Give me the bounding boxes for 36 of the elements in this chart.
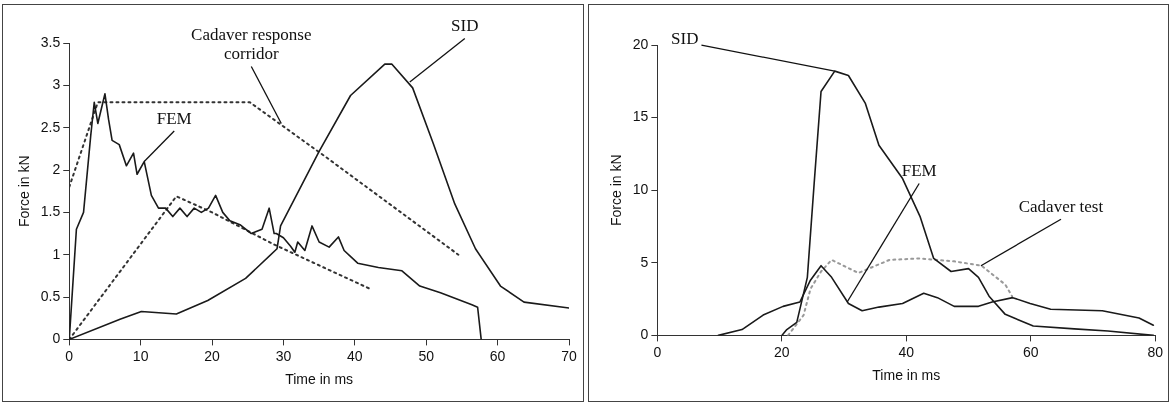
x-tick-label: 30 bbox=[275, 347, 292, 364]
x-tick-label: 20 bbox=[204, 347, 221, 364]
y-tick-label: 20 bbox=[632, 35, 649, 52]
x-tick-label: 60 bbox=[489, 347, 506, 364]
y-tick-label: 1.5 bbox=[40, 203, 61, 220]
y-tick-label: 10 bbox=[632, 181, 649, 198]
x-tick-label: 60 bbox=[1022, 343, 1039, 360]
annotation: Cadaver response corridor bbox=[191, 25, 312, 64]
y-tick-label: 2 bbox=[52, 160, 61, 177]
y-tick-label: 5 bbox=[640, 253, 649, 270]
y-tick-label: 3.5 bbox=[40, 33, 61, 50]
y-axis-title: Force in kN bbox=[608, 154, 625, 226]
x-tick-label: 10 bbox=[132, 347, 149, 364]
x-axis-title: Time in ms bbox=[872, 367, 941, 384]
x-tick-label: 80 bbox=[1147, 343, 1164, 360]
annotation: FEM bbox=[901, 161, 937, 181]
x-tick-label: 70 bbox=[561, 347, 577, 364]
y-axis-title: Force in kN bbox=[16, 155, 33, 227]
annotation: FEM bbox=[156, 109, 192, 129]
x-tick-label: 0 bbox=[65, 347, 74, 364]
annotation: SID bbox=[451, 16, 479, 36]
y-tick-label: 0 bbox=[640, 326, 649, 343]
x-tick-label: 40 bbox=[347, 347, 363, 364]
y-tick-label: 3 bbox=[52, 76, 61, 93]
y-tick-label: 2.5 bbox=[40, 118, 61, 135]
x-tick-label: 50 bbox=[418, 347, 435, 364]
y-tick-label: 0 bbox=[52, 330, 61, 347]
annotation: Cadaver test bbox=[1018, 197, 1104, 217]
x-tick-label: 20 bbox=[774, 343, 790, 360]
x-tick-label: 40 bbox=[898, 343, 915, 360]
y-tick-label: 1 bbox=[52, 245, 61, 262]
y-tick-label: 0.5 bbox=[40, 287, 61, 304]
x-tick-label: 0 bbox=[653, 343, 662, 360]
x-axis-title: Time in ms bbox=[285, 371, 354, 388]
y-tick-label: 15 bbox=[632, 108, 649, 125]
annotation: SID bbox=[671, 28, 699, 48]
